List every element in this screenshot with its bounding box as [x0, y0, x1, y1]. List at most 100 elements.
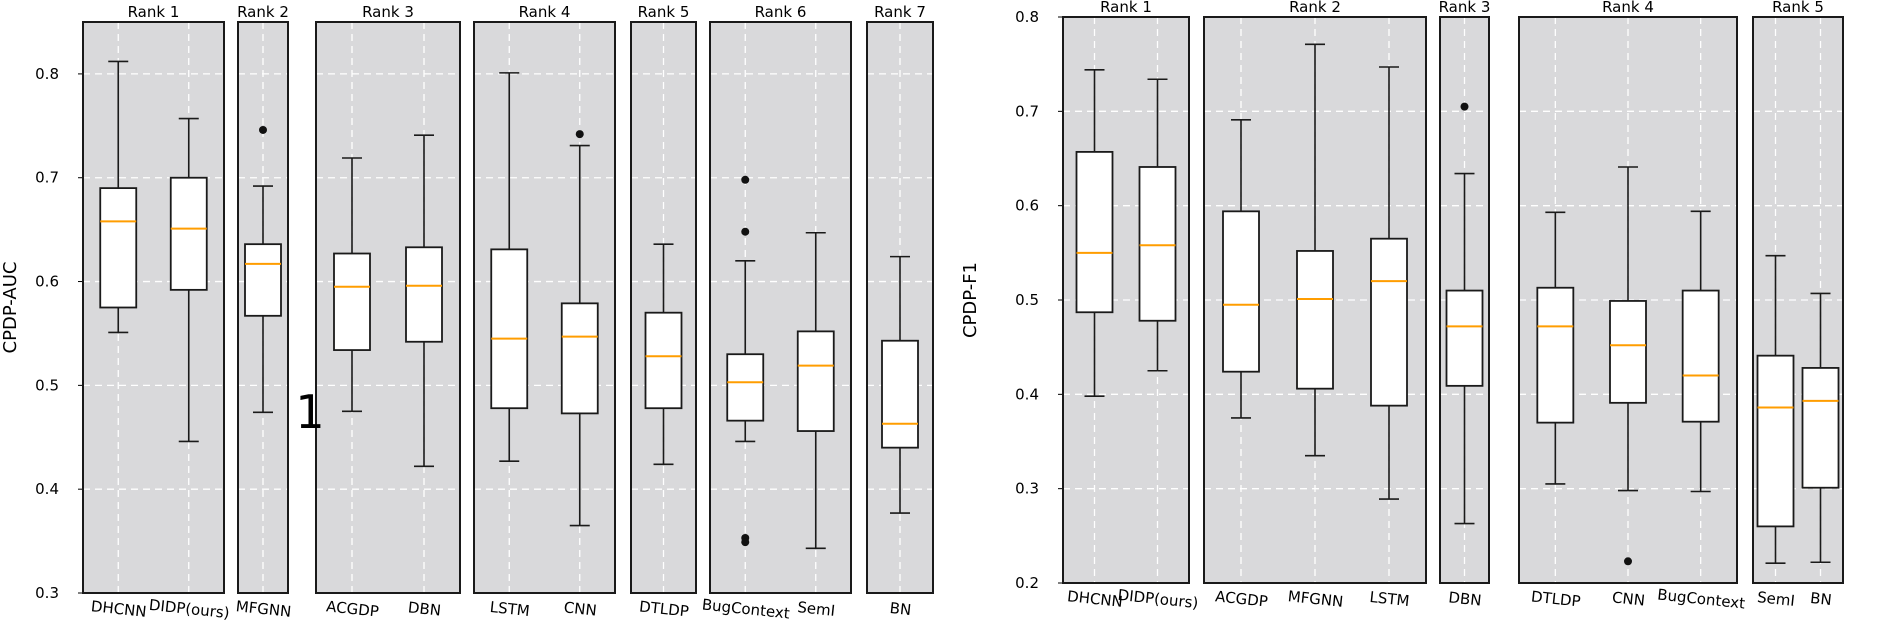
- box-dtldp: DTLDP: [1530, 211, 1581, 611]
- panel-frame: [866, 21, 934, 594]
- box-iqr: [1756, 354, 1795, 528]
- x-tick-label: DIDP(ours): [1117, 586, 1199, 612]
- outlier-point: [575, 130, 584, 139]
- panel-rank-2: MFGNN Rank 2: [235, 3, 292, 621]
- box-iqr: [796, 330, 835, 432]
- box-bn: BN: [881, 255, 919, 619]
- panel-frame: [709, 21, 852, 594]
- stray-text: 1: [295, 385, 324, 439]
- x-tick-label: BN: [889, 599, 912, 619]
- panel-rank-3: ACGDP DBN Rank 3: [315, 3, 461, 621]
- x-tick-label: ACGDP: [1214, 587, 1268, 610]
- x-tick-label: DTLDP: [638, 597, 689, 620]
- outlier-point: [741, 538, 750, 547]
- y-tick-label: 0.4: [1015, 385, 1039, 403]
- box-iqr: [405, 246, 443, 343]
- panel-rank-4: DTLDP CNN BugContext Rank 4: [1518, 0, 1746, 613]
- box-lstm: LSTM: [489, 72, 531, 620]
- box-dtldp: DTLDP: [638, 243, 690, 621]
- chart-f1: 0.2 0.3 0.4 0.5 0.6 0.7 0.8 CPDP-F1 DHCNNDIDP(ou…: [960, 0, 1844, 613]
- panel-frame: [1518, 16, 1738, 584]
- x-tick-label: BugContext: [701, 595, 791, 622]
- box-acgdp: ACGDP: [325, 157, 380, 621]
- panel-rank-2: ACGDP MFGNN LSTM Rank 2: [1203, 0, 1427, 611]
- x-tick-label: MFGNN: [1287, 587, 1344, 611]
- box-dhcnn: DHCNN: [90, 60, 147, 621]
- chart-auc: 0.3 0.4 0.5 0.6 0.7 0.8 CPDP-AUC DHCNN DIDP(ours…: [0, 3, 934, 623]
- panel-frame: [1203, 16, 1427, 584]
- box-iqr: [560, 302, 599, 415]
- outlier-point: [259, 125, 267, 134]
- panel-rank-4: LSTM CNN Rank 4: [473, 3, 616, 620]
- box-iqr: [726, 353, 765, 422]
- rank-title: Rank 5: [638, 3, 690, 21]
- x-tick-label: DHCNN: [90, 597, 147, 621]
- y-tick-label: 0.7: [35, 169, 59, 187]
- x-tick-label: DHCNN: [1066, 587, 1123, 611]
- panel-frame: [1062, 16, 1190, 584]
- y-tick-label: 0.6: [1015, 197, 1039, 215]
- box-iqr: [490, 248, 529, 410]
- box-iqr: [1801, 367, 1840, 489]
- box-iqr: [244, 243, 282, 317]
- outlier-point: [741, 175, 750, 184]
- box-iqr: [1370, 237, 1408, 407]
- panel-frame: [473, 21, 616, 594]
- rank-title: Rank 4: [1602, 0, 1654, 16]
- y-tick-label: 0.7: [1015, 102, 1039, 120]
- panel-rank-5: DTLDP Rank 5: [630, 3, 697, 621]
- y-tick-label: 0.5: [35, 376, 59, 394]
- outlier-point: [1460, 102, 1469, 111]
- box-lstm: LSTM: [1369, 66, 1410, 610]
- y-tick-label: 0.6: [35, 273, 59, 291]
- box-iqr: [99, 187, 138, 309]
- box-dbn: DBN: [405, 134, 443, 620]
- x-tick-label: BugContext: [1656, 585, 1746, 612]
- rank-title: Rank 2: [237, 3, 289, 21]
- x-tick-label: LSTM: [489, 598, 531, 620]
- x-tick-label: MFGNN: [235, 597, 292, 621]
- box-iqr: [1296, 250, 1334, 390]
- x-tick-label: DTLDP: [1530, 587, 1581, 610]
- panel-frame: [237, 21, 289, 594]
- y-tick-label: 0.5: [1015, 291, 1039, 309]
- y-tick-label: 0.3: [1015, 480, 1039, 498]
- box-mfgnn: MFGNN: [1287, 43, 1344, 611]
- box-acgdp: ACGDP: [1214, 119, 1269, 611]
- box-iqr: [1609, 300, 1647, 404]
- x-tick-label: CNN: [1611, 588, 1646, 609]
- box-bn: BN: [1801, 292, 1840, 609]
- panel-rank-7: BN Rank 7: [866, 3, 934, 619]
- y-tick-label: 0.8: [1015, 8, 1039, 26]
- x-tick-label: DBN: [1448, 588, 1483, 609]
- panel-frame: [82, 21, 225, 594]
- box-dhcnn: DHCNN: [1066, 69, 1124, 611]
- box-iqr: [644, 311, 683, 410]
- box-semi: SemI: [796, 231, 836, 620]
- box-mfgnn: MFGNN: [235, 125, 292, 621]
- y-tick-label: 0.3: [35, 584, 59, 602]
- panel-rank-6: BugContext SemI Rank 6: [701, 3, 852, 623]
- rank-title: Rank 3: [362, 3, 414, 21]
- rank-title: Rank 3: [1439, 0, 1491, 16]
- box-iqr: [1681, 289, 1720, 423]
- x-tick-label: BN: [1809, 589, 1832, 609]
- outlier-point: [1624, 557, 1632, 566]
- box-iqr: [1445, 289, 1484, 387]
- x-tick-label: DIDP(ours): [148, 596, 230, 622]
- box-iqr: [1075, 150, 1114, 314]
- box-cnn: CNN: [560, 130, 599, 620]
- x-tick-label: SemI: [1756, 588, 1795, 610]
- box-dbn: DBN: [1445, 102, 1484, 610]
- rank-title: Rank 7: [874, 3, 926, 21]
- y-tick-label: 0.2: [1015, 574, 1039, 592]
- x-tick-label: SemI: [797, 598, 836, 620]
- rank-title: Rank 4: [519, 3, 571, 21]
- panel-rank-5: SemI BN Rank 5: [1752, 0, 1844, 610]
- box-semi: SemI: [1756, 254, 1796, 610]
- box-iqr: [169, 176, 208, 291]
